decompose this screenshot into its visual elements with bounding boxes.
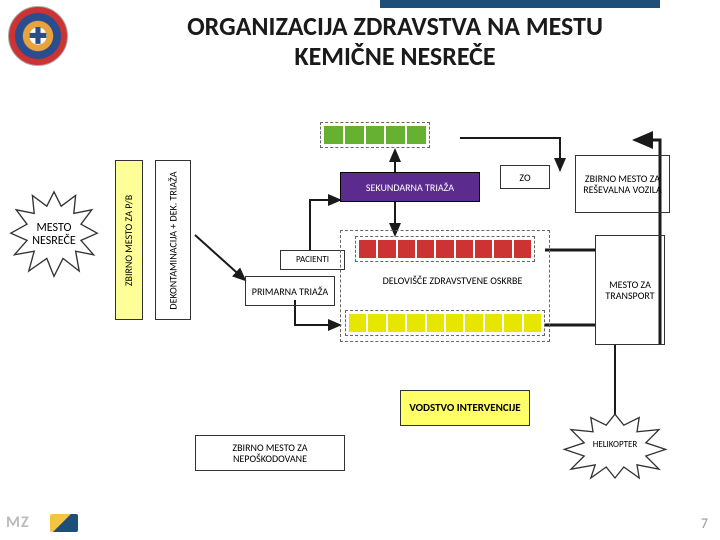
ambulance-collection-box: ZBIRNO MESTO ZA REŠEVALNA VOZILA [575, 155, 670, 213]
helicopter-label: HELIKOPTER [593, 440, 638, 450]
uninjured-label: ZBIRNO MESTO ZA NEPOŠKODOVANE [199, 442, 341, 464]
slot-cell [366, 126, 385, 144]
footer-flag-icon [50, 514, 78, 532]
patients-label: PACIENTI [296, 255, 329, 265]
nmp-logo [8, 6, 68, 66]
title-line1: ORGANIZACIJA ZDRAVSTVA NA MESTU [187, 10, 603, 42]
uninjured-box: ZBIRNO MESTO ZA NEPOŠKODOVANE [195, 435, 345, 471]
patients-box: PACIENTI [280, 250, 345, 270]
transport-box: MESTO ZA TRANSPORT [595, 235, 665, 345]
incident-site-starburst: MESTO NESREČE [4, 190, 104, 280]
slot-cell [386, 126, 405, 144]
primary-triage-label: PRIMARNA TRIAŽA [252, 286, 328, 297]
primary-triage-box: PRIMARNA TRIAŽA [245, 276, 335, 306]
zo-box: ZO [500, 165, 550, 189]
decontamination-label: DEKONTAMINACIJA + DEK. TRIAŽA [168, 171, 179, 309]
ambulance-collection-label: ZBIRNO MESTO ZA REŠEVALNA VOZILA [579, 173, 666, 195]
transport-label: MESTO ZA TRANSPORT [599, 279, 661, 301]
page-number: 7 [701, 515, 708, 532]
command-box: VODSTVO INTERVENCIJE [400, 390, 530, 426]
zo-label: ZO [519, 172, 530, 183]
secondary-triage-box: SEKUNDARNA TRIAŽA [340, 172, 480, 202]
collection-point-bar: ZBIRNO MESTO ZA P/B [115, 160, 143, 320]
secondary-triage-label: SEKUNDARNA TRIAŽA [366, 182, 454, 193]
slide-title: ORGANIZACIJA ZDRAVSTVA NA MESTU KEMIČNE … [90, 12, 700, 72]
slot-cell [324, 126, 343, 144]
slot-cell [345, 126, 364, 144]
slot-cell [407, 126, 426, 144]
mz-logo-text: MZ [6, 513, 30, 532]
header-accent-bar [380, 0, 660, 8]
incident-site-label: MESTO NESREČE [29, 222, 79, 248]
worksite-boundary [340, 230, 550, 342]
diagram-stage: MESTO NESREČE ZBIRNO MESTO ZA P/B DEKONT… [0, 100, 720, 530]
green-slots [320, 122, 430, 148]
helicopter-starburst: HELIKOPTER [560, 410, 670, 480]
command-label: VODSTVO INTERVENCIJE [409, 402, 520, 414]
collection-point-label: ZBIRNO MESTO ZA P/B [124, 194, 135, 285]
title-line2: KEMIČNE NESREČE [294, 40, 495, 72]
decontamination-bar: DEKONTAMINACIJA + DEK. TRIAŽA [155, 160, 191, 320]
